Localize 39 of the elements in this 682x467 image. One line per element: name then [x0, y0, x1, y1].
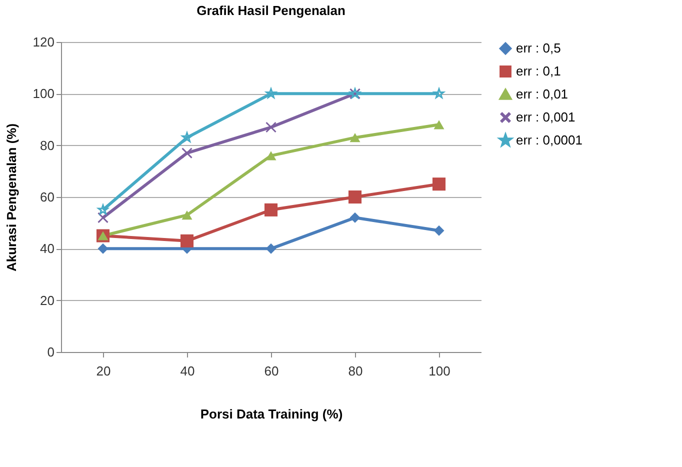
y-axis-title: Akurasi Pengenalan (%)	[4, 123, 19, 272]
point	[434, 120, 444, 130]
y-tick-label: 60	[40, 190, 54, 204]
point	[350, 212, 360, 223]
y-tick-label: 80	[40, 138, 54, 153]
point	[98, 204, 108, 215]
legend-label: err : 0,01	[516, 86, 568, 102]
point	[432, 178, 446, 191]
legend-label: err : 0,001	[516, 110, 576, 124]
point	[98, 212, 108, 224]
point	[434, 88, 444, 98]
x-tick-label: 60	[264, 364, 279, 378]
legend-label: err : 0,1	[516, 64, 561, 78]
point	[350, 133, 360, 142]
y-tick-label: 0	[47, 344, 54, 360]
y-tick-label: 20	[40, 292, 54, 308]
point	[434, 225, 444, 236]
point	[266, 151, 276, 160]
point	[182, 148, 192, 159]
point	[266, 122, 276, 133]
y-tick-label: 120	[32, 34, 54, 50]
point	[348, 190, 362, 204]
point	[180, 234, 194, 248]
chart-title: Grafik Hasil Pengenalan	[196, 3, 346, 18]
point	[182, 210, 192, 220]
point	[266, 243, 276, 254]
x-axis-title: Porsi Data Training (%)	[200, 406, 343, 422]
x-tick-label: 80	[348, 364, 363, 378]
y-tick-label: 40	[40, 241, 54, 256]
point	[98, 243, 108, 254]
x-tick-label: 40	[180, 364, 195, 378]
point	[266, 88, 276, 98]
point	[264, 203, 278, 216]
y-tick-label: 100	[32, 86, 54, 102]
x-tick-label: 100	[428, 364, 450, 378]
legend-label: err : 0,0001	[516, 132, 582, 148]
legend-label: err : 0,5	[516, 40, 561, 56]
x-tick-label: 20	[96, 364, 111, 378]
point	[182, 132, 192, 142]
